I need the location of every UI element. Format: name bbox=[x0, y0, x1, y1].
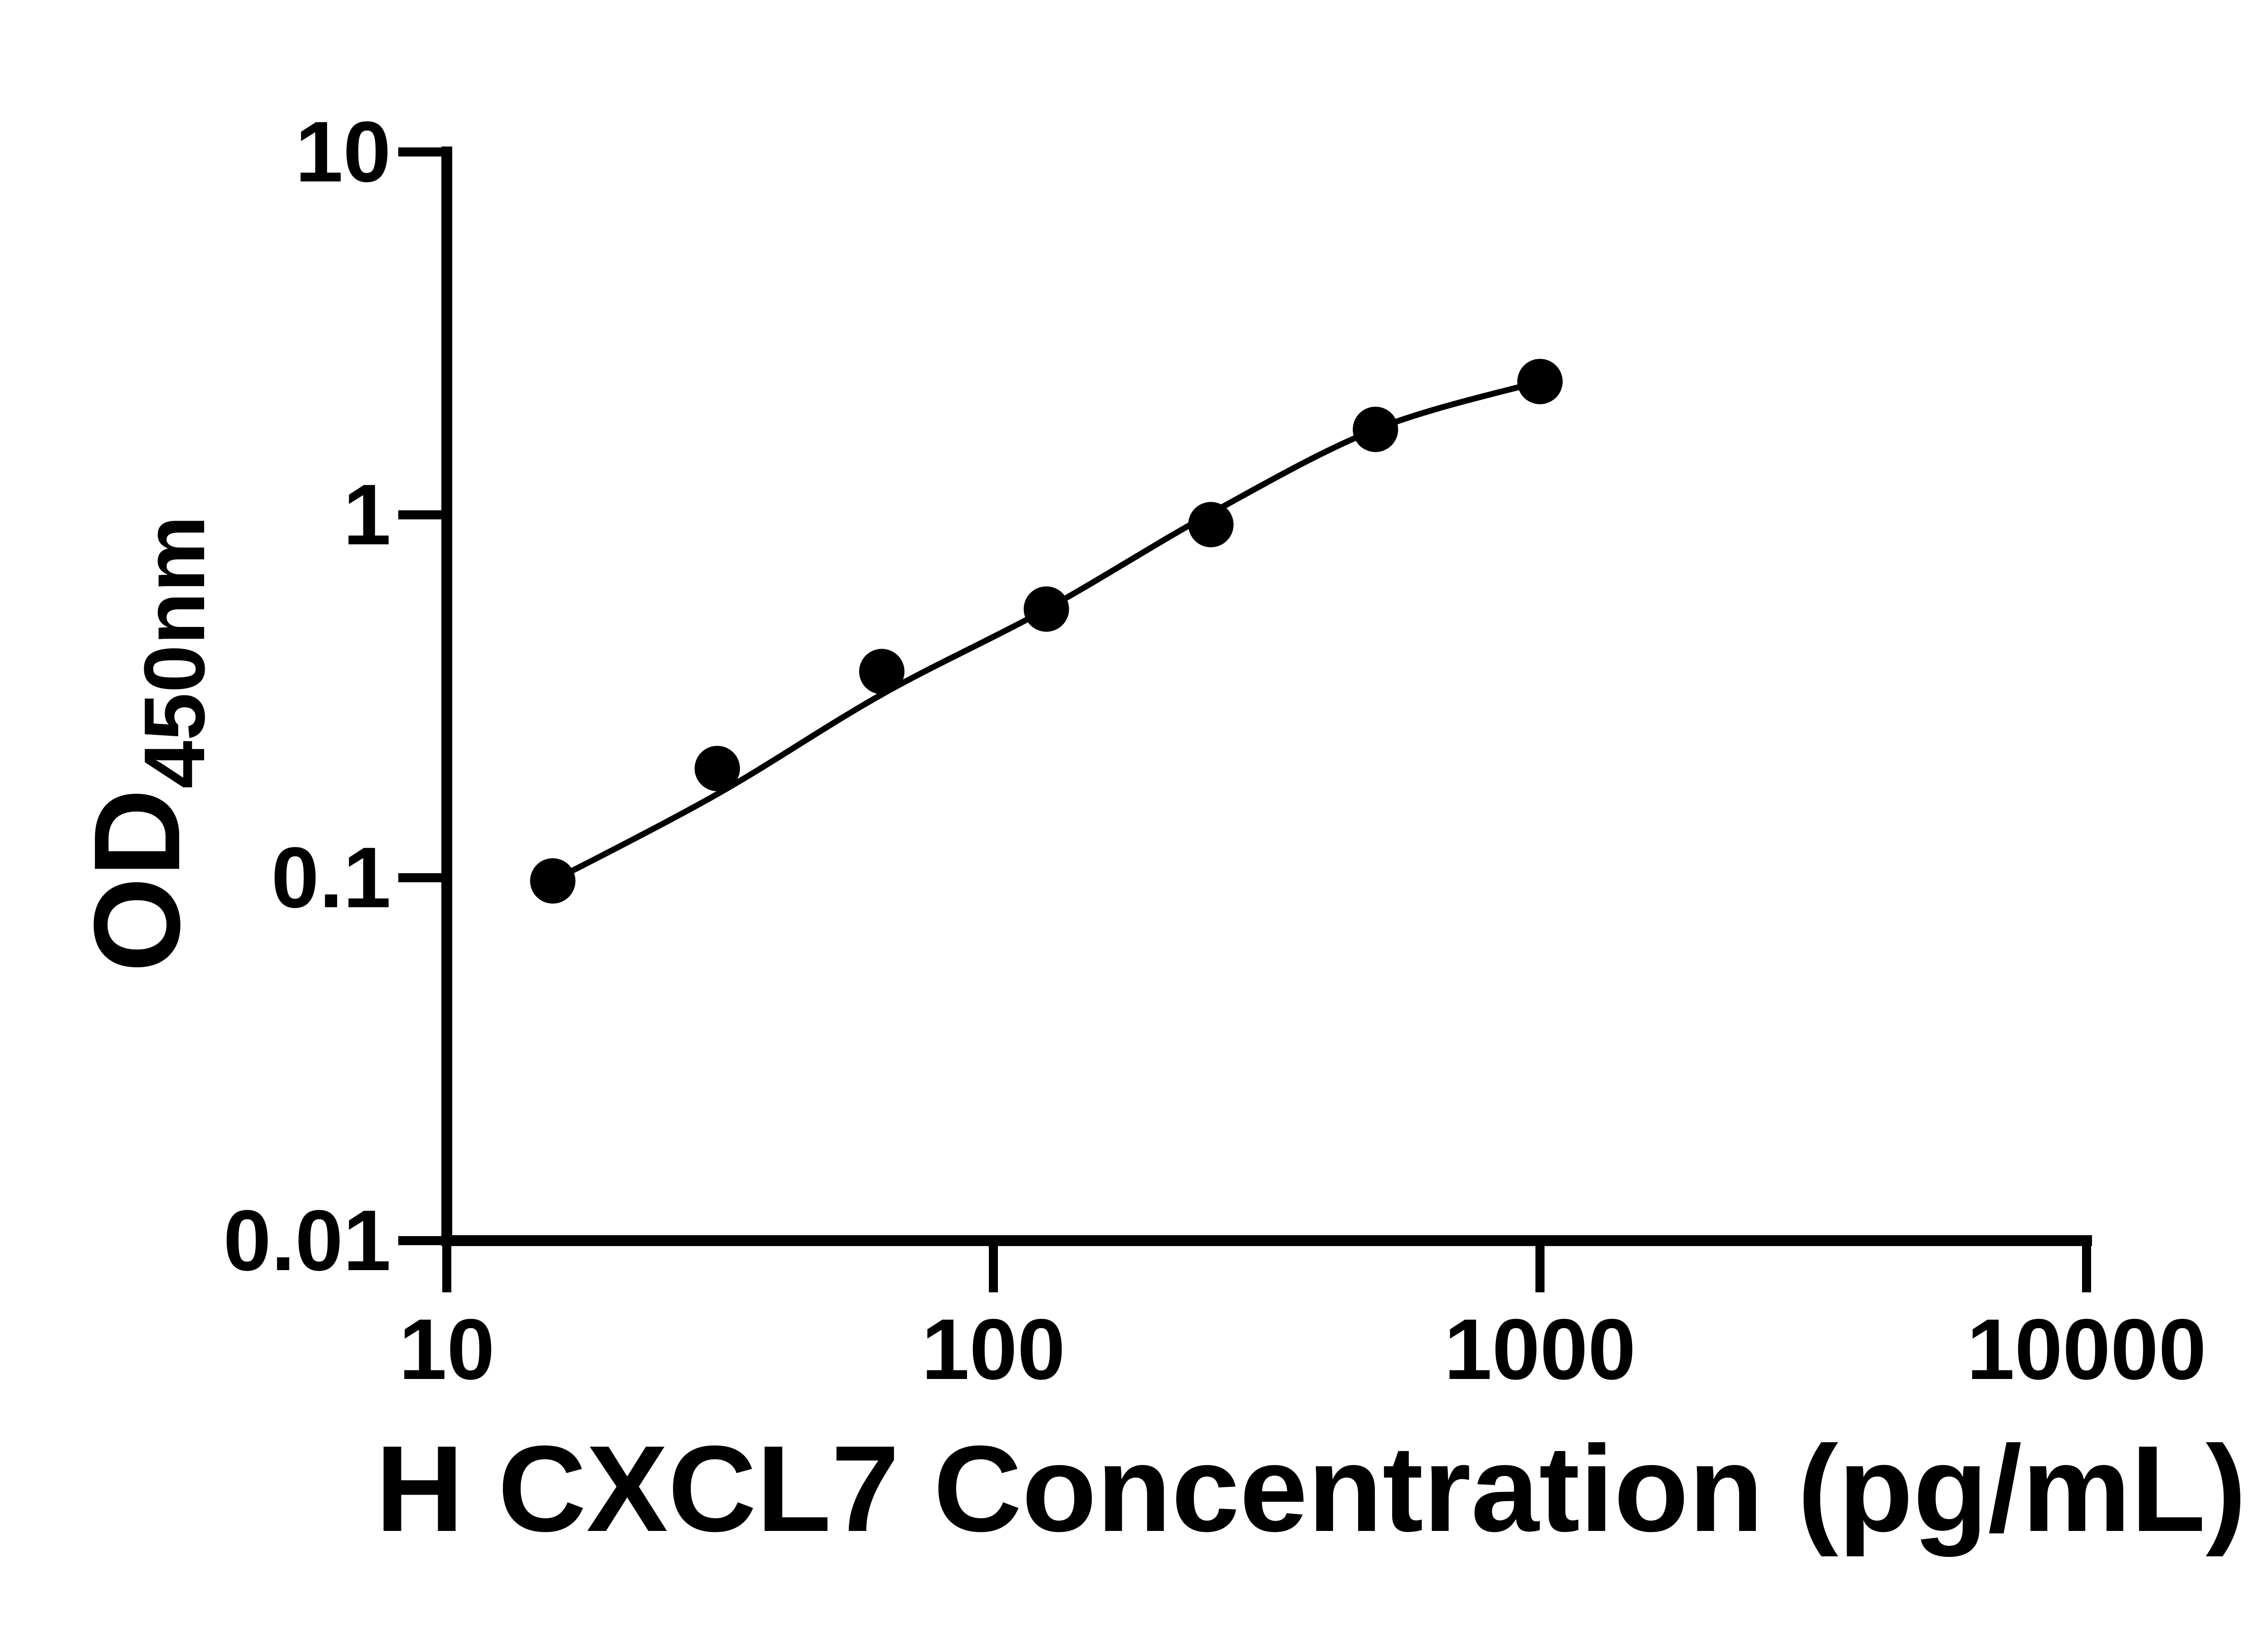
y-axis: 10 1 0.1 0.01 bbox=[223, 104, 452, 1289]
x-axis: 10 100 1000 10000 bbox=[399, 1235, 2206, 1398]
data-point-marker bbox=[859, 649, 904, 694]
y-axis-title-subscript: 450nm bbox=[127, 515, 223, 788]
y-axis-ticks: 10 1 0.1 0.01 bbox=[223, 104, 441, 1289]
x-tick-label: 100 bbox=[921, 1301, 1065, 1398]
x-tick-label: 10 bbox=[399, 1301, 494, 1398]
data-point-marker bbox=[1353, 406, 1398, 452]
data-point-marker bbox=[530, 858, 576, 904]
x-axis-title: H CXCL7 Concentration (pg/mL) bbox=[376, 1421, 2247, 1558]
y-axis-title-base: OD bbox=[69, 789, 205, 973]
data-point-marker bbox=[1188, 502, 1234, 548]
y-axis-title: OD450nm bbox=[69, 515, 223, 972]
data-point-marker bbox=[694, 746, 740, 792]
y-tick-label: 0.1 bbox=[271, 830, 391, 926]
data-point-marker bbox=[1517, 359, 1563, 405]
y-tick-label: 1 bbox=[343, 467, 391, 563]
y-tick-label: 0.01 bbox=[223, 1193, 391, 1289]
y-tick-label: 10 bbox=[295, 104, 391, 200]
x-tick-label: 1000 bbox=[1444, 1301, 1636, 1398]
data-point-marker bbox=[1023, 586, 1069, 632]
x-axis-ticks: 10 100 1000 10000 bbox=[399, 1246, 2206, 1398]
data-points bbox=[530, 359, 1563, 904]
x-tick-label: 10000 bbox=[1967, 1301, 2206, 1398]
